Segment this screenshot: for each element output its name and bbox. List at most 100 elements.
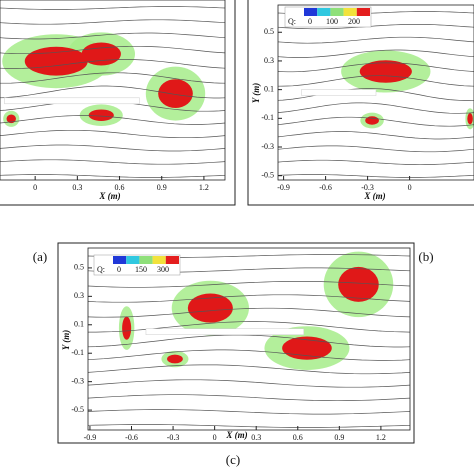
streamline [0,19,225,25]
y-tick-label: 0.3 [264,56,274,65]
streamline [278,75,474,87]
streamline [88,424,410,428]
streamline [0,144,225,152]
y-tick-label: -0.1 [261,113,274,122]
x-tick-label: 0.3 [251,433,261,442]
streamline [88,409,410,415]
streamline [278,145,474,153]
plot-frame [277,4,474,181]
streamline [88,334,410,348]
x-axis-label: X (m) [363,191,385,201]
streamline [0,72,225,84]
streamline [0,6,225,10]
x-tick-label: 0.9 [334,433,344,442]
panel-label: (a) [33,249,47,264]
vortex-core [6,114,16,124]
x-tick-label: -0.3 [167,433,180,442]
colorbar-swatch [139,256,153,264]
plot-frame [87,247,411,431]
streamline [0,115,225,125]
x-tick-label: 0 [33,183,37,192]
y-axis-label: Y (m) [251,83,261,103]
panel-frame [247,0,474,206]
colorbar-title: Q: [97,265,105,274]
x-tick-label: -0.6 [125,433,138,442]
colorbar-swatch [356,8,370,16]
y-tick-label: -0.5 [71,405,84,414]
panel-frame [0,0,236,206]
streamline [278,116,474,127]
x-tick-label: 1.2 [376,433,386,442]
plot-area [88,248,410,430]
x-tick-label: -0.6 [319,183,332,192]
vortex-core [24,46,88,76]
streamline [88,280,410,288]
streamline [278,23,474,30]
x-axis-label: X (m) [225,430,247,440]
streamline [88,307,410,318]
panel-frame [57,242,415,444]
streamline [88,394,410,402]
streamline [88,349,410,361]
streamline [88,294,410,303]
streamline [278,131,474,140]
streamline [0,59,225,69]
streamline [88,379,410,388]
plot-area [0,0,225,180]
colorbar-label: 150 [135,265,147,274]
y-tick-label: -0.3 [261,142,274,151]
panel-label: (c) [226,452,240,467]
y-tick-label: 0.5 [264,27,274,36]
streamline [278,102,474,114]
y-axis-label: Y (m) [61,330,71,350]
streamline [88,321,410,333]
streamline [0,85,225,99]
colorbar-title: Q: [288,17,296,26]
colorbar-label: 100 [326,17,338,26]
y-tick-label: 0.1 [74,320,84,329]
colorbar-label: 300 [157,265,169,274]
plate [145,328,304,335]
streamline [278,49,474,58]
streamline [88,364,410,375]
colorbar-label: 200 [348,17,360,26]
colorbar-swatch [343,8,357,16]
x-tick-label: -0.9 [84,433,97,442]
y-tick-label: 0.3 [74,291,84,300]
x-tick-label: 0.9 [157,183,167,192]
plot-frame [0,0,226,181]
plot-area [278,5,474,180]
streamline [0,159,225,165]
x-tick-label: 1.2 [199,183,209,192]
colorbar-swatch [152,256,166,264]
vortex-core [467,113,473,125]
y-tick-label: -0.1 [71,348,84,357]
x-tick-label: 0 [408,183,412,192]
x-tick-label: 0.6 [293,433,303,442]
streamline [0,174,225,178]
streamline [0,32,225,40]
streamline [278,88,474,101]
vortex-core [338,266,379,302]
x-tick-label: 0.6 [115,183,125,192]
vortex-core [282,336,332,360]
y-tick-label: 0.5 [74,263,84,272]
streamline [278,174,474,178]
y-tick-label: -0.3 [71,376,84,385]
colorbar-swatch [304,8,318,16]
colorbar-swatch [126,256,140,264]
streamline [0,129,225,139]
x-tick-label: 0 [213,433,217,442]
x-tick-label: -0.3 [361,183,374,192]
plate [4,97,140,105]
colorbar-label: 0 [117,265,121,274]
colorbar-swatch [165,256,179,264]
vortex-core [122,316,132,340]
vortex-core [158,79,193,108]
colorbar-label: 0 [308,17,312,26]
y-tick-label: 0.1 [264,84,274,93]
y-tick-label: -0.5 [261,171,274,180]
x-axis-label: X (m) [98,191,120,201]
colorbar-swatch [330,8,344,16]
